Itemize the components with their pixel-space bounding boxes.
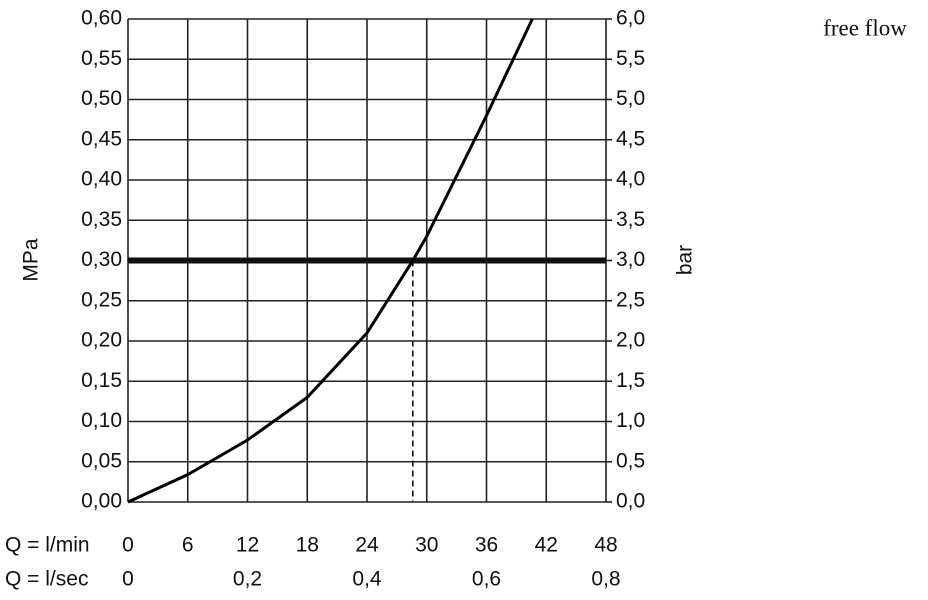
- y2-tick-label: 0,0: [616, 490, 645, 513]
- y-tick-label: 0,30: [81, 248, 122, 271]
- y-tick-label: 0,00: [81, 490, 122, 513]
- x-tick-label: 30: [415, 534, 438, 557]
- x-tick-label: 18: [296, 534, 319, 557]
- y2-tick-label: 5,5: [616, 47, 645, 70]
- x2-tick-label: 0: [122, 568, 134, 591]
- y2-tick-label: 2,5: [616, 288, 645, 311]
- y2-tick-label: 1,5: [616, 369, 645, 392]
- y2-tick-label: 3,5: [616, 208, 645, 231]
- y2-tick-label: 1,0: [616, 409, 645, 432]
- y-tick-label: 0,15: [81, 369, 122, 392]
- x2-tick-label: 0,6: [472, 568, 501, 591]
- x-tick-label: 12: [236, 534, 259, 557]
- x-tick-label: 48: [594, 534, 617, 557]
- y2-tick-label: 0,5: [616, 449, 645, 472]
- x-axis-label: Q = l/min: [5, 534, 90, 557]
- x-tick-label: 24: [355, 534, 379, 557]
- y2-tick-label: 2,0: [616, 329, 645, 352]
- x-tick-label: 42: [535, 534, 558, 557]
- x2-axis-label: Q = l/sec: [5, 568, 88, 591]
- y-tick-label: 0,55: [81, 47, 122, 70]
- y2-tick-label: 4,0: [616, 168, 645, 191]
- y-tick-label: 0,35: [81, 208, 122, 231]
- y2-axis-label: bar: [674, 245, 697, 275]
- x-tick-label: 6: [182, 534, 194, 557]
- y2-tick-label: 6,0: [616, 7, 645, 30]
- y-tick-label: 0,40: [81, 168, 122, 191]
- y-tick-label: 0,60: [81, 7, 122, 30]
- chart-title: free flow: [823, 15, 907, 40]
- y2-tick-label: 3,0: [616, 248, 645, 271]
- y-tick-label: 0,05: [81, 449, 122, 472]
- data-line: [127, 18, 534, 504]
- y-tick-label: 0,10: [81, 409, 122, 432]
- y2-tick-label: 5,0: [616, 87, 645, 110]
- y-axis-label: MPa: [20, 238, 43, 282]
- x2-tick-label: 0,4: [352, 568, 382, 591]
- x-tick-label: 0: [122, 534, 134, 557]
- y-tick-label: 0,25: [81, 288, 122, 311]
- y-tick-label: 0,45: [81, 127, 122, 150]
- y-tick-label: 0,50: [81, 87, 122, 110]
- y2-tick-label: 4,5: [616, 127, 645, 150]
- x2-tick-label: 0,8: [591, 568, 620, 591]
- x2-tick-label: 0,2: [233, 568, 262, 591]
- x-tick-label: 36: [475, 534, 498, 557]
- y-tick-label: 0,20: [81, 329, 122, 352]
